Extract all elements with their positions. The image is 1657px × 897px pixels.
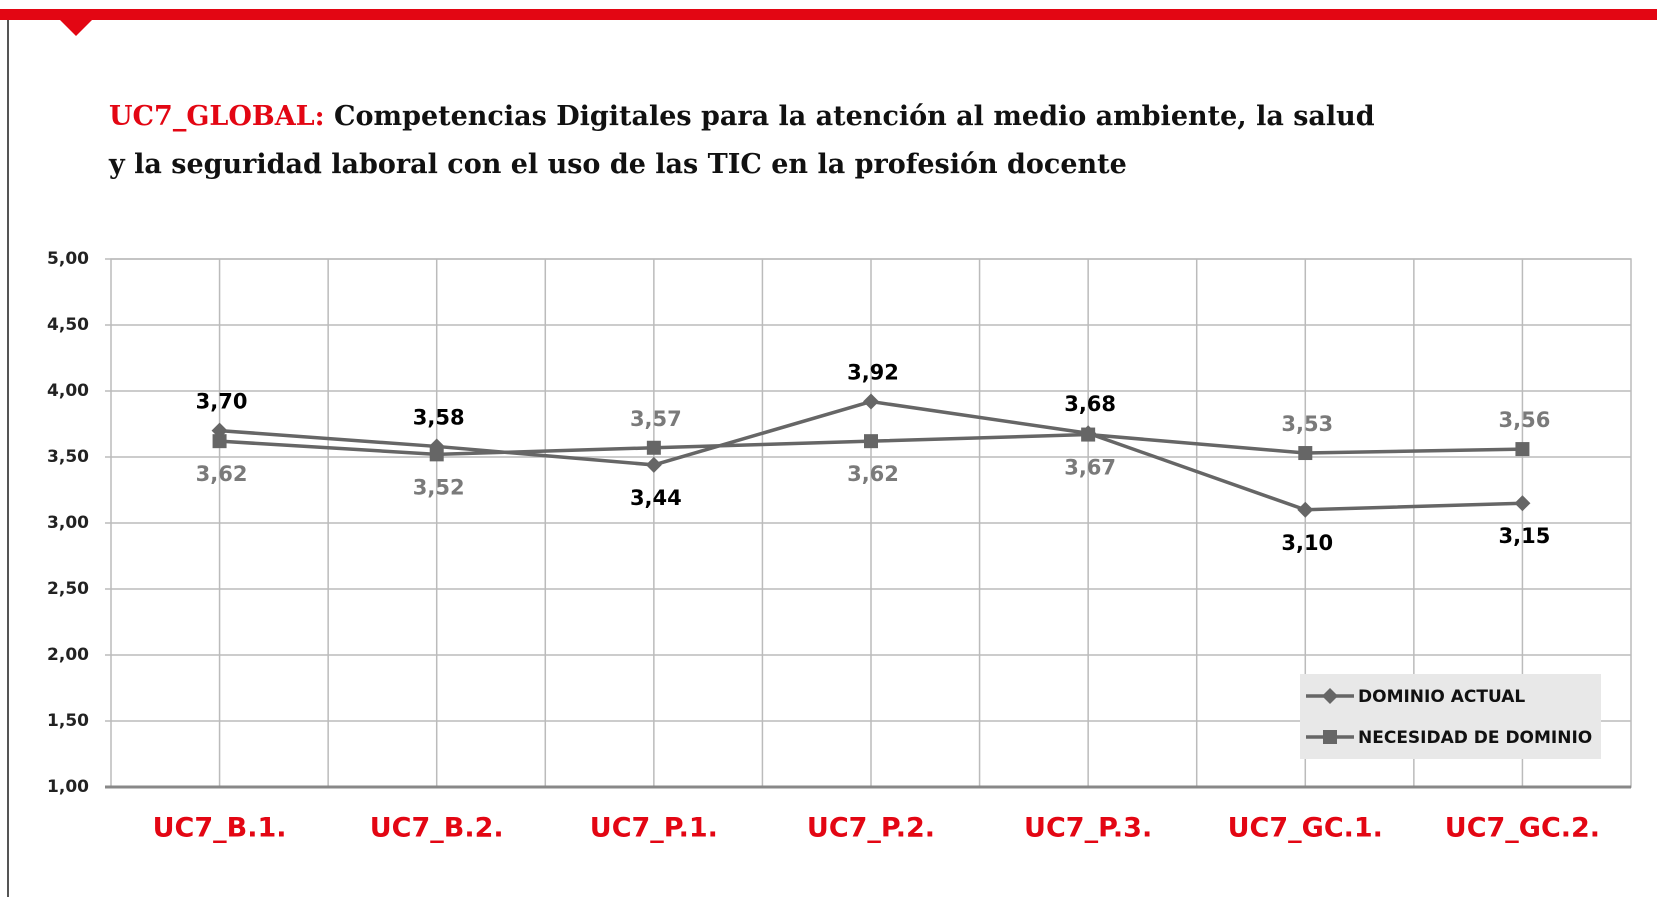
value-label: 3,58 xyxy=(413,405,465,429)
point-marker xyxy=(863,393,879,410)
chart-title: UC7_GLOBAL: Competencias Digitales para … xyxy=(109,101,1375,132)
y-tick-label: 4,50 xyxy=(47,315,89,335)
legend-label: NECESIDAD DE DOMINIO xyxy=(1358,728,1592,748)
value-label: 3,15 xyxy=(1499,524,1551,548)
value-label: 3,92 xyxy=(847,361,899,385)
y-tick-label: 1,00 xyxy=(47,777,89,797)
x-tick-label: UC7_P.2. xyxy=(807,813,935,844)
value-label: 3,62 xyxy=(847,462,899,486)
value-label: 3,56 xyxy=(1499,408,1551,432)
value-label: 3,53 xyxy=(1281,412,1333,436)
value-label: 3,67 xyxy=(1064,456,1116,480)
point-marker xyxy=(1297,501,1314,518)
title-line: Competencias Digitales para la atención … xyxy=(334,101,1375,132)
x-tick-label: UC7_GC.1. xyxy=(1228,813,1383,844)
legend-marker xyxy=(1323,730,1337,744)
legend-box xyxy=(1300,674,1601,759)
point-marker xyxy=(864,434,878,449)
point-marker xyxy=(1514,495,1531,512)
y-tick-label: 3,00 xyxy=(47,513,89,533)
x-tick-label: UC7_B.1. xyxy=(153,813,287,844)
point-marker xyxy=(1515,442,1530,457)
x-tick-label: UC7_GC.2. xyxy=(1445,813,1600,844)
point-marker xyxy=(212,434,227,449)
value-label: 3,10 xyxy=(1281,531,1333,555)
legend-label: DOMINIO ACTUAL xyxy=(1358,687,1525,707)
x-tick-label: UC7_P.1. xyxy=(590,813,718,844)
x-tick-label: UC7_B.2. xyxy=(370,813,504,844)
y-tick-label: 5,00 xyxy=(47,249,89,269)
point-marker xyxy=(1298,446,1313,461)
title-line: y la seguridad laboral con el uso de las… xyxy=(108,149,1127,180)
y-tick-label: 2,50 xyxy=(47,579,89,599)
x-tick-label: UC7_P.3. xyxy=(1024,813,1152,844)
y-tick-label: 1,50 xyxy=(47,711,89,731)
point-marker xyxy=(646,440,661,455)
title-label: UC7_GLOBAL: xyxy=(109,101,325,132)
y-tick-label: 2,00 xyxy=(47,645,89,665)
value-label: 3,57 xyxy=(630,407,682,431)
value-label: 3,52 xyxy=(413,475,465,499)
value-label: 3,68 xyxy=(1064,392,1116,416)
point-marker xyxy=(429,447,444,462)
value-label: 3,70 xyxy=(196,390,248,414)
top-notch xyxy=(60,20,92,36)
y-tick-label: 4,00 xyxy=(47,381,89,401)
value-label: 3,62 xyxy=(196,462,248,486)
point-marker xyxy=(1081,427,1096,442)
legend-marker xyxy=(1322,688,1338,704)
point-marker xyxy=(645,456,662,473)
top-bar xyxy=(0,9,1657,20)
y-tick-label: 3,50 xyxy=(47,447,89,467)
value-label: 3,44 xyxy=(630,486,682,510)
